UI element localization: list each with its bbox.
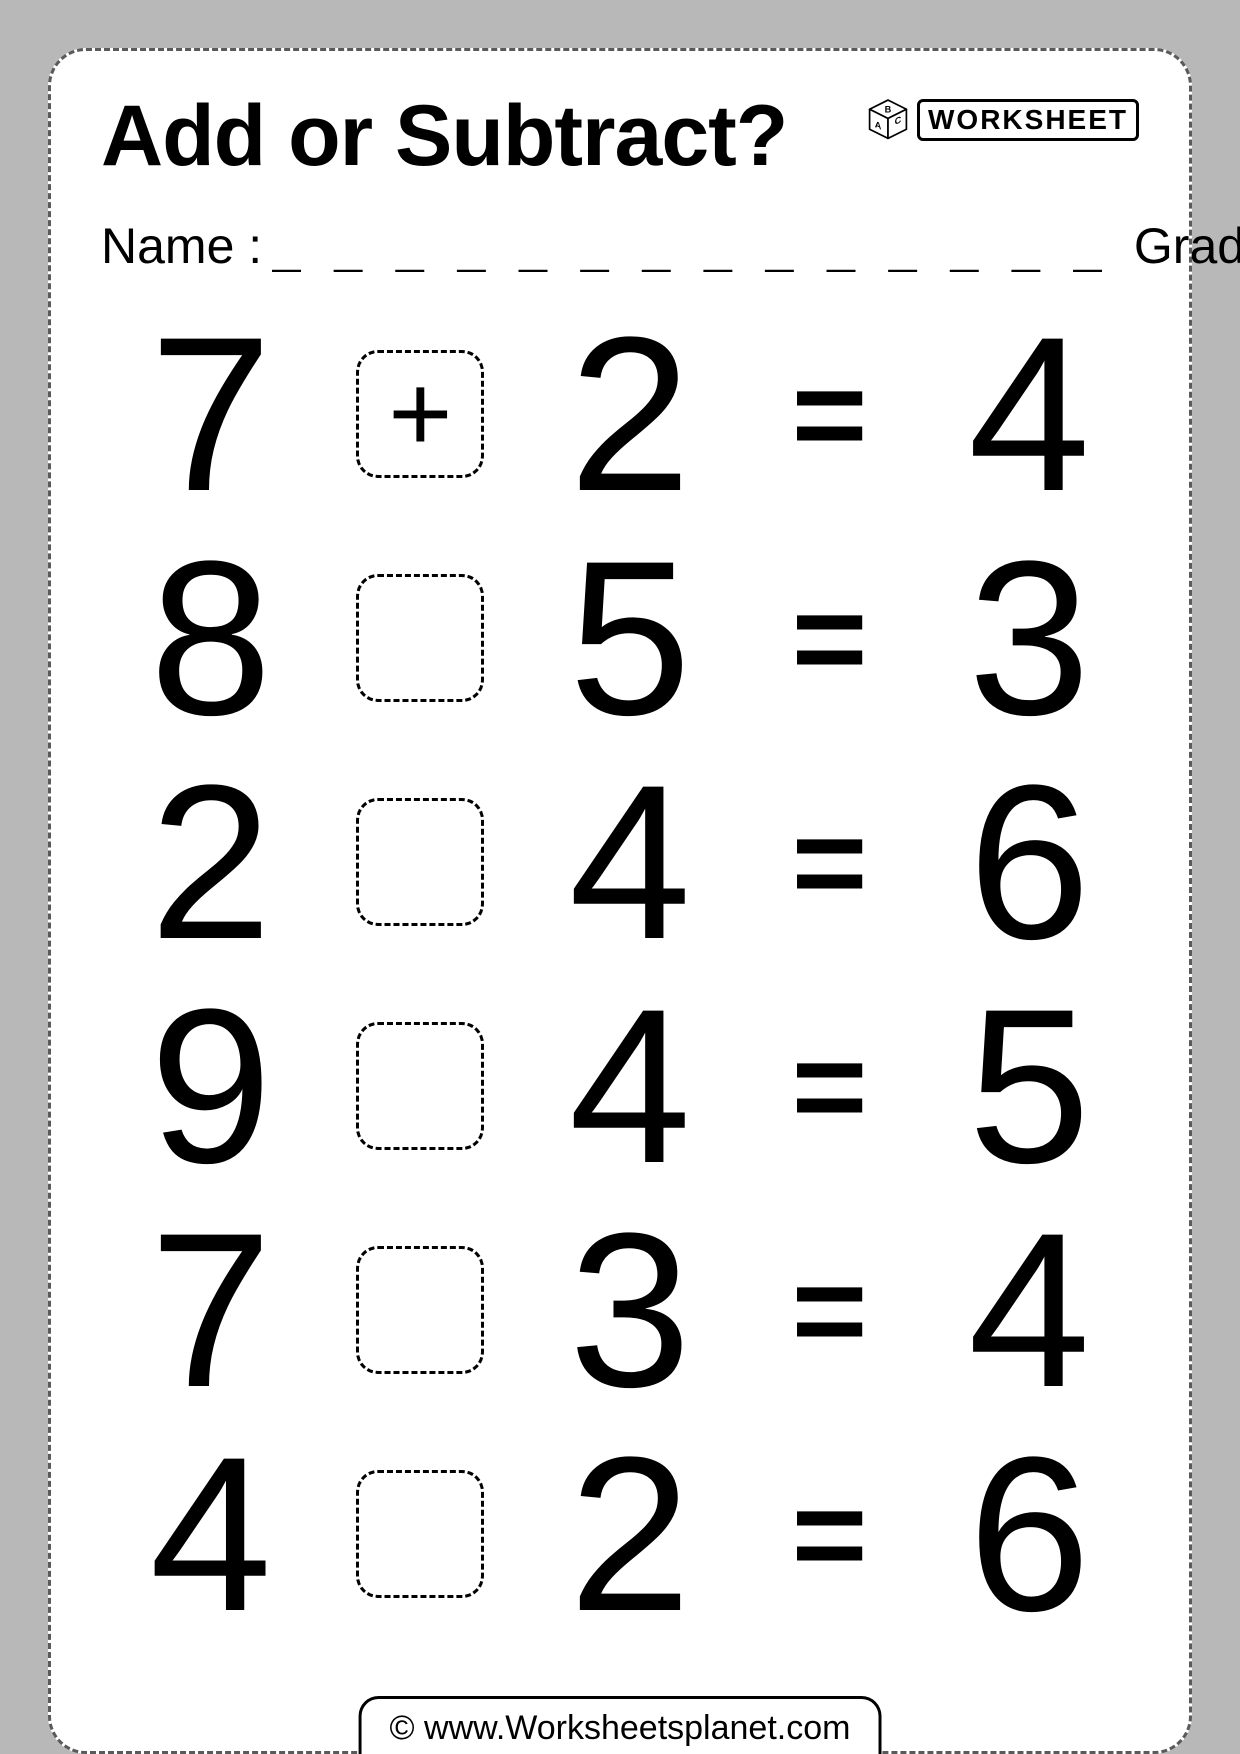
problem-row: 9 4 = 5	[101, 976, 1139, 1194]
operand-b: 4	[520, 976, 740, 1196]
operand-a: 7	[101, 1200, 321, 1420]
brand-logo: B A C WORKSHEET	[865, 97, 1139, 143]
operator-cell	[321, 798, 521, 926]
result: 4	[919, 1200, 1139, 1420]
operand-a: 9	[101, 976, 321, 1196]
problem-row: 7 3 = 4	[101, 1200, 1139, 1418]
operand-b: 2	[520, 304, 740, 524]
header-row: Add or Subtract? B A C WORKSHEET	[101, 91, 1139, 181]
equals-sign: =	[740, 1021, 920, 1151]
problem-row: 4 2 = 6	[101, 1424, 1139, 1642]
name-field: Name : _ _ _ _ _ _ _ _ _ _ _ _ _ _	[101, 217, 1104, 278]
svg-text:B: B	[885, 104, 892, 114]
result: 3	[919, 528, 1139, 748]
worksheet-page: Add or Subtract? B A C WORKSHEET Name : …	[48, 48, 1192, 1754]
student-fields: Name : _ _ _ _ _ _ _ _ _ _ _ _ _ _ Grade…	[101, 217, 1139, 278]
result: 4	[919, 304, 1139, 524]
operator-box[interactable]	[356, 1022, 484, 1150]
problem-row: 2 4 = 6	[101, 752, 1139, 970]
equals-sign: =	[740, 573, 920, 703]
name-blank[interactable]: _ _ _ _ _ _ _ _ _ _ _ _ _ _	[272, 228, 1104, 282]
equals-sign: =	[740, 1245, 920, 1375]
operand-a: 7	[101, 304, 321, 524]
operand-a: 8	[101, 528, 321, 748]
operand-b: 2	[520, 1424, 740, 1644]
brand-logo-text: WORKSHEET	[917, 99, 1139, 141]
operand-b: 4	[520, 752, 740, 972]
problems-grid: 7 + 2 = 4 8 5 = 3 2 4 = 6 9	[101, 304, 1139, 1642]
operator-box[interactable]	[356, 1246, 484, 1374]
operand-a: 4	[101, 1424, 321, 1644]
operator-cell	[321, 1470, 521, 1598]
operator-cell	[321, 1022, 521, 1150]
equals-sign: =	[740, 1469, 920, 1599]
abc-cube-icon: B A C	[865, 97, 911, 143]
operand-b: 3	[520, 1200, 740, 1420]
result: 6	[919, 1424, 1139, 1644]
problem-row: 8 5 = 3	[101, 528, 1139, 746]
grade-label: Grade:	[1134, 217, 1240, 275]
operator-box[interactable]: +	[356, 350, 484, 478]
page-title: Add or Subtract?	[101, 91, 787, 181]
result: 5	[919, 976, 1139, 1196]
footer-credit: © www.Worksheetsplanet.com	[359, 1696, 882, 1754]
result: 6	[919, 752, 1139, 972]
operator-cell	[321, 1246, 521, 1374]
problem-row: 7 + 2 = 4	[101, 304, 1139, 522]
operand-a: 2	[101, 752, 321, 972]
grade-field: Grade: _ _ _ _ _ _	[1134, 217, 1240, 278]
equals-sign: =	[740, 797, 920, 927]
equals-sign: =	[740, 349, 920, 479]
operator-cell: +	[321, 350, 521, 478]
operator-cell	[321, 574, 521, 702]
operator-box[interactable]	[356, 1470, 484, 1598]
operator-box[interactable]	[356, 574, 484, 702]
name-label: Name :	[101, 217, 262, 275]
operator-box[interactable]	[356, 798, 484, 926]
operand-b: 5	[520, 528, 740, 748]
